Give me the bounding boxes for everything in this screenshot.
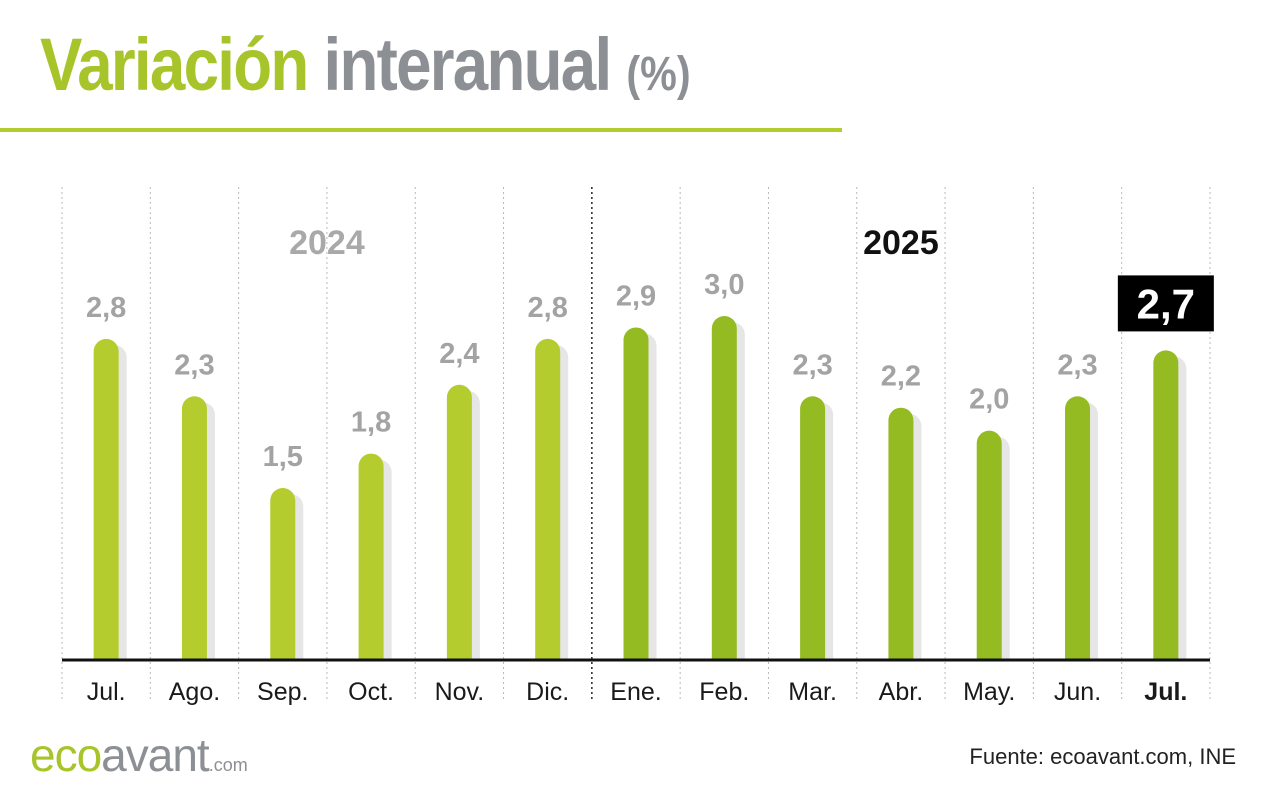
x-axis-label: Feb.	[699, 678, 749, 706]
x-axis-label: Mar.	[788, 678, 837, 706]
x-axis-label: Ago.	[169, 678, 220, 706]
x-axis-label: Jul.	[1144, 678, 1187, 706]
x-axis-label: Nov.	[435, 678, 485, 706]
title-unit: (%)	[626, 48, 691, 101]
highlight-value-box	[1117, 275, 1214, 332]
value-label: 1,5	[263, 441, 303, 473]
x-axis-label: May.	[963, 678, 1015, 706]
x-axis-label: Dic.	[526, 678, 569, 706]
bar	[535, 338, 561, 660]
bar	[800, 396, 826, 660]
value-label: 3,0	[704, 269, 744, 301]
ecoavant-logo: ecoavant.com	[30, 729, 248, 781]
bar	[93, 338, 119, 660]
x-axis-label: Jun.	[1054, 678, 1101, 706]
title-word-variacion: Variación	[40, 23, 309, 106]
bar	[1153, 350, 1179, 660]
bar	[976, 430, 1002, 660]
year-label: 2025	[863, 224, 939, 262]
value-label: 2,9	[616, 280, 656, 312]
value-label: 2,2	[881, 361, 921, 393]
value-label: 2,8	[528, 292, 568, 324]
bar	[358, 453, 384, 660]
bar	[270, 488, 296, 660]
value-label: 2,7	[1137, 280, 1195, 327]
bar	[446, 384, 472, 660]
x-axis-label: Ene.	[610, 678, 661, 706]
x-axis-label: Oct.	[348, 678, 394, 706]
value-label: 2,3	[1057, 349, 1097, 381]
year-label: 2024	[289, 224, 365, 262]
x-axis-label: Jul.	[87, 678, 126, 706]
bar	[623, 327, 649, 660]
value-label: 1,8	[351, 407, 391, 439]
value-label: 2,0	[969, 384, 1009, 416]
bar	[1065, 396, 1091, 660]
source-note: Fuente: ecoavant.com, INE	[969, 744, 1236, 769]
value-label: 2,4	[439, 338, 479, 370]
title-word-interanual: interanual	[323, 23, 612, 106]
value-label: 2,3	[792, 349, 832, 381]
x-axis-label: Abr.	[879, 678, 923, 706]
bar	[711, 316, 737, 660]
bar	[888, 407, 914, 660]
chart-title: Variación interanual (%)	[40, 22, 691, 107]
value-label: 2,8	[86, 292, 126, 324]
title-underline	[0, 128, 842, 132]
bar	[181, 396, 207, 660]
x-axis-label: Sep.	[257, 678, 308, 706]
value-label: 2,3	[174, 349, 214, 381]
